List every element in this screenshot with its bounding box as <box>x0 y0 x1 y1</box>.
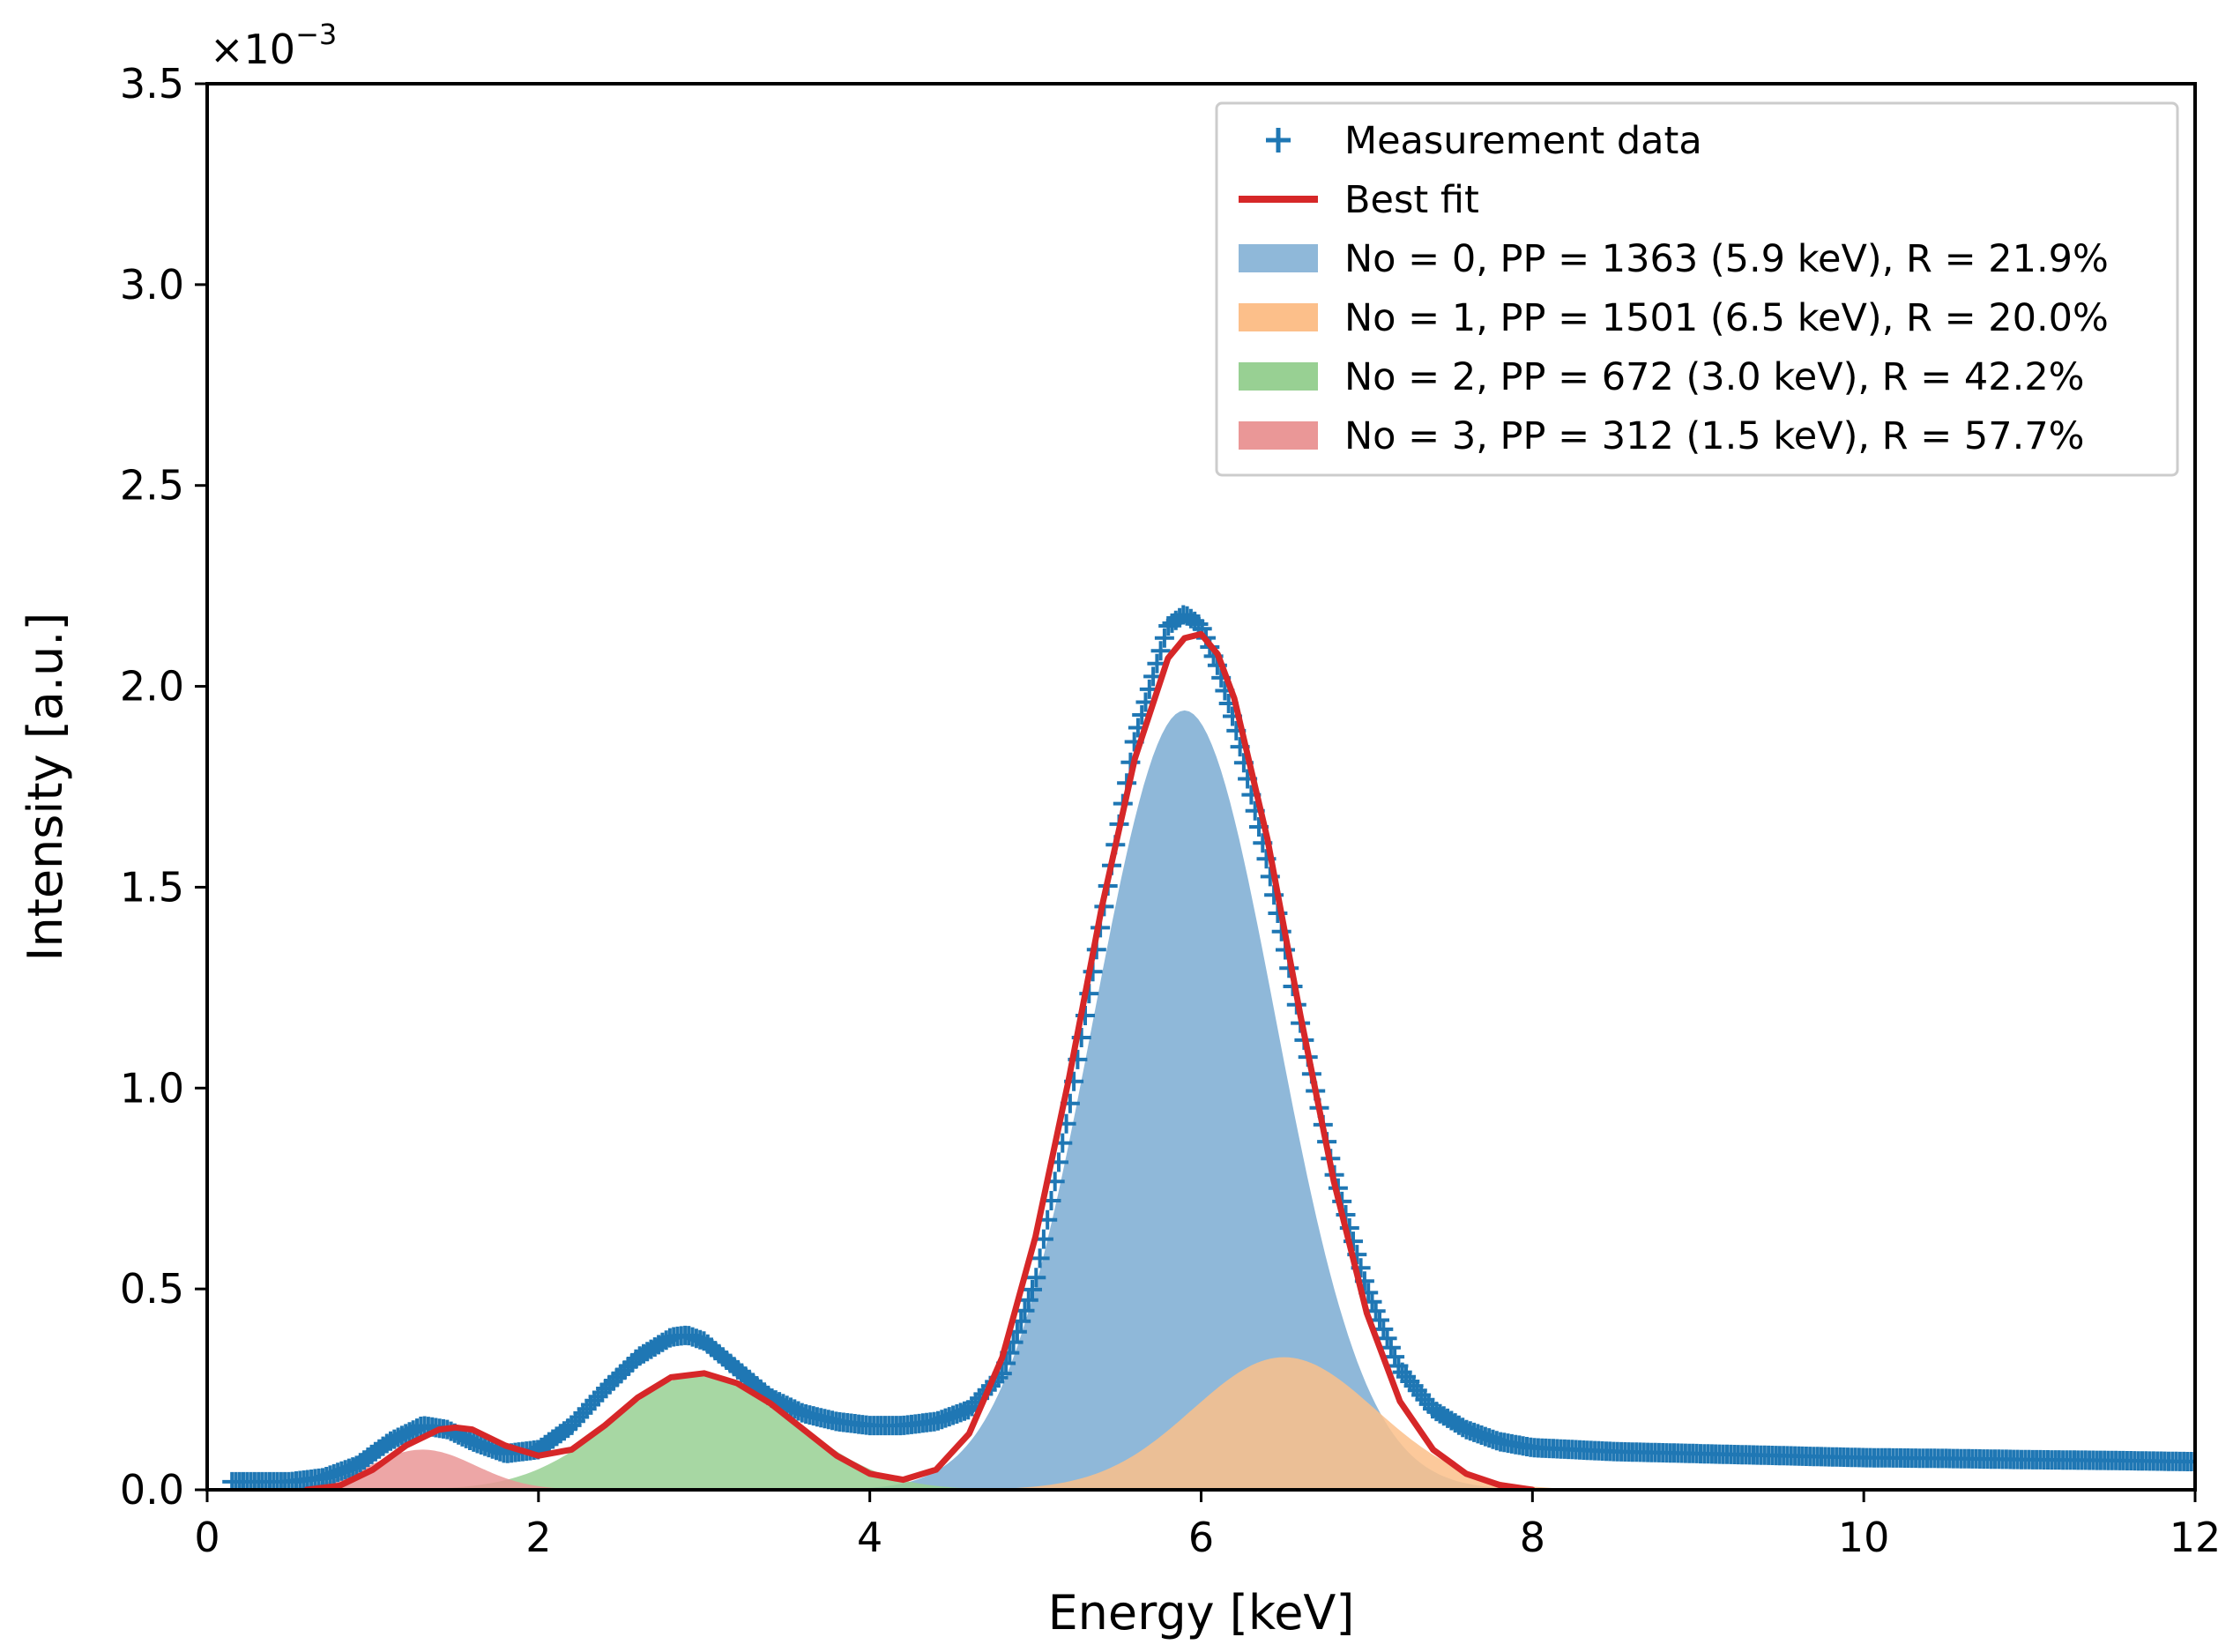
component-area-0 <box>730 710 1640 1490</box>
y-tick-label: 3.5 <box>120 60 184 108</box>
y-tick-label: 1.0 <box>120 1064 184 1112</box>
legend-patch-swatch <box>1239 303 1318 331</box>
x-tick-label: 12 <box>2170 1514 2222 1561</box>
component-area-3 <box>207 1449 687 1490</box>
legend-patch-swatch <box>1239 362 1318 391</box>
legend-box <box>1215 101 2179 477</box>
legend-marker-icon <box>1266 128 1291 153</box>
best-fit-line <box>303 630 1536 1490</box>
legend-item: Measurement data <box>1266 119 1702 163</box>
legend-patch-swatch <box>1239 421 1318 450</box>
y-axis-label: Intensity [a.u.] <box>18 613 73 962</box>
y-tick-label: 1.5 <box>120 863 184 911</box>
y-tick-label: 2.5 <box>120 462 184 510</box>
x-tick-label: 0 <box>194 1514 220 1561</box>
plot-area <box>207 605 2195 1490</box>
y-axis-multiplier-exponent: −3 <box>295 18 337 51</box>
x-axis-label: Energy [keV] <box>1048 1585 1355 1641</box>
legend-label: No = 3, PP = 312 (1.5 keV), R = 57.7% <box>1344 414 2085 458</box>
component-area-1 <box>826 1357 1742 1490</box>
y-axis-multiplier: ×10−3 <box>210 18 337 73</box>
legend-patch-swatch <box>1239 244 1318 272</box>
legend-item: No = 3, PP = 312 (1.5 keV), R = 57.7% <box>1239 414 2085 458</box>
y-tick-label: 0.5 <box>120 1265 184 1313</box>
y-axis-multiplier-base: ×10 <box>210 26 295 73</box>
legend-items: Measurement data Best fit No = 0, PP = 136… <box>1239 119 2109 458</box>
y-tick-label: 3.0 <box>120 261 184 309</box>
legend-label: No = 2, PP = 672 (3.0 keV), R = 42.2% <box>1344 355 2085 399</box>
legend-label: Best fit <box>1344 178 1479 222</box>
legend-item: No = 0, PP = 1363 (5.9 keV), R = 21.9% <box>1239 237 2109 281</box>
legend-item: No = 2, PP = 672 (3.0 keV), R = 42.2% <box>1239 355 2085 399</box>
legend-item: Best fit <box>1239 178 1479 222</box>
legend-label: No = 1, PP = 1501 (6.5 keV), R = 20.0% <box>1344 296 2109 340</box>
x-tick-label: 8 <box>1520 1514 1545 1561</box>
component-area-2 <box>258 1373 1150 1490</box>
x-tick-label: 6 <box>1188 1514 1214 1561</box>
legend-label: No = 0, PP = 1363 (5.9 keV), R = 21.9% <box>1344 237 2109 281</box>
y-tick-label: 2.0 <box>120 663 184 711</box>
legend: Measurement data Best fit No = 0, PP = 136… <box>1215 101 2179 477</box>
y-tick-label: 0.0 <box>120 1466 184 1514</box>
x-tick-label: 2 <box>525 1514 551 1561</box>
axis-ticks: 0 2 4 6 8 10 12 0.0 0.5 1.0 1.5 2.0 2.5 3.0 3.5 <box>120 60 2221 1561</box>
legend-item: No = 1, PP = 1501 (6.5 keV), R = 20.0% <box>1239 296 2109 340</box>
x-tick-label: 4 <box>857 1514 882 1561</box>
x-tick-label: 10 <box>1838 1514 1890 1561</box>
legend-label: Measurement data <box>1344 119 1702 163</box>
